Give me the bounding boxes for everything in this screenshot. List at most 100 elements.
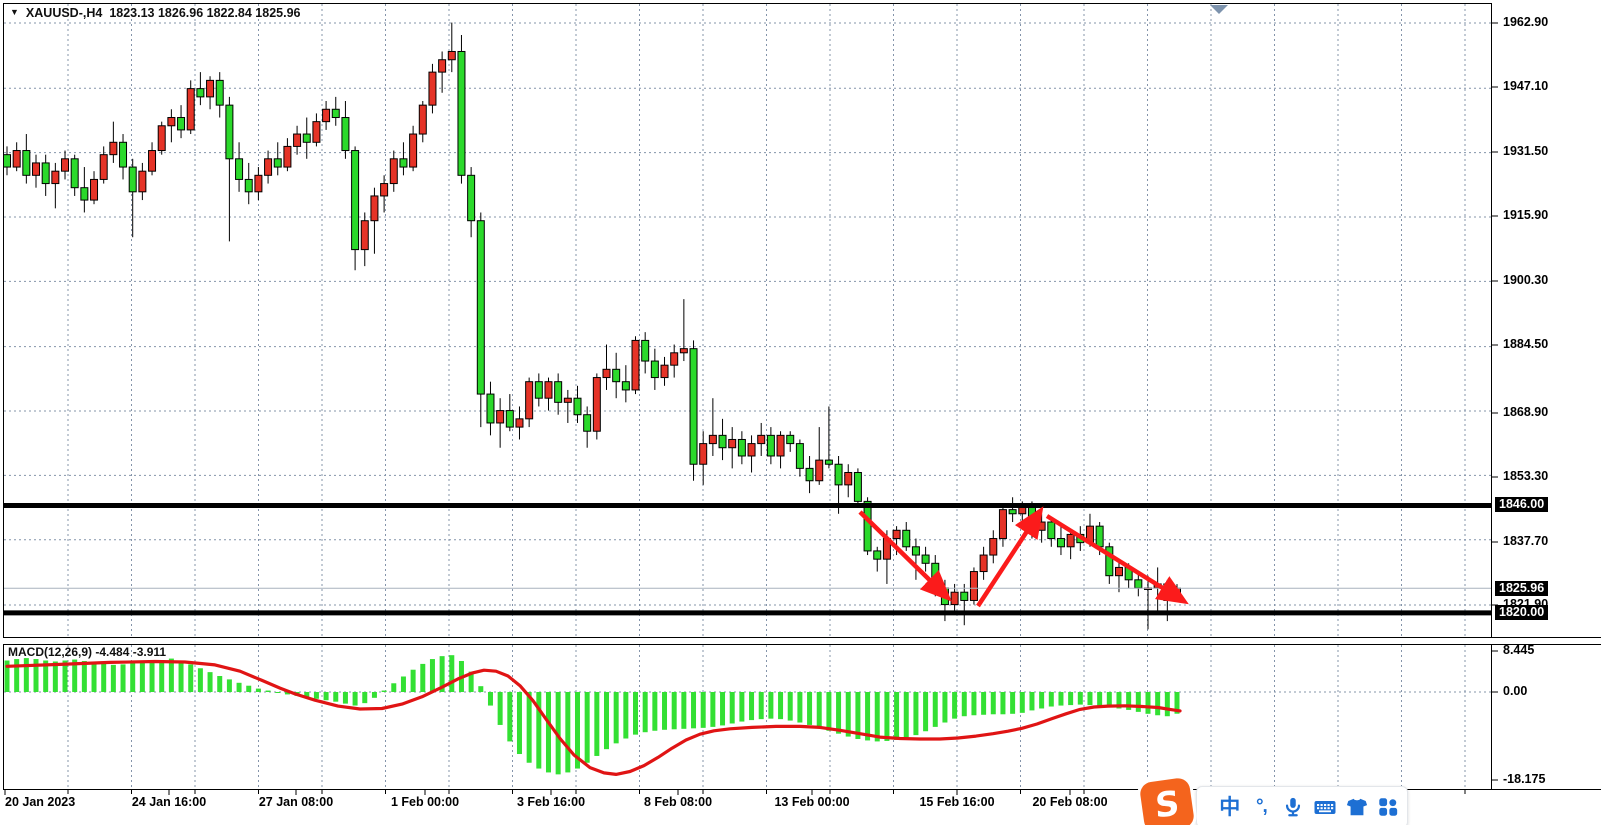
candle-down bbox=[824, 459, 833, 465]
candle-up bbox=[496, 410, 505, 424]
chart-shift-marker-icon[interactable] bbox=[1210, 5, 1228, 14]
candle-down bbox=[467, 174, 476, 222]
price-axis-label: 1868.90 bbox=[1503, 405, 1549, 419]
candle-down bbox=[3, 154, 11, 168]
macd-histogram-bar bbox=[604, 692, 610, 750]
candle-down bbox=[641, 339, 650, 362]
macd-histogram-bar bbox=[1145, 692, 1151, 714]
candle-down bbox=[128, 166, 137, 193]
macd-histogram-bar bbox=[313, 692, 319, 699]
sogou-logo-icon[interactable]: S bbox=[1138, 776, 1196, 825]
macd-histogram-bar bbox=[662, 692, 668, 730]
ohlc-values: 1823.13 1826.96 1822.84 1825.96 bbox=[109, 6, 301, 20]
macd-histogram-bar bbox=[574, 692, 580, 769]
price-axis-label: 1915.90 bbox=[1503, 208, 1549, 222]
time-axis-label: 13 Feb 00:00 bbox=[774, 795, 850, 809]
candle-up bbox=[979, 554, 988, 573]
macd-histogram-bar bbox=[246, 685, 252, 692]
candle-down bbox=[196, 88, 205, 98]
candle-down bbox=[177, 117, 186, 131]
macd-histogram-bar bbox=[304, 692, 310, 698]
time-axis-label: 24 Jan 16:00 bbox=[131, 795, 207, 809]
macd-histogram-bar bbox=[1019, 692, 1025, 713]
macd-histogram-bar bbox=[729, 692, 735, 724]
candle-up bbox=[254, 174, 263, 193]
candle-down bbox=[612, 368, 621, 383]
time-axis-label: 3 Feb 16:00 bbox=[516, 795, 586, 809]
macd-histogram-bar bbox=[149, 660, 155, 692]
macd-histogram-bar bbox=[72, 659, 78, 692]
candle-down bbox=[215, 79, 224, 106]
candle-up bbox=[322, 108, 331, 123]
time-axis-label: 15 Feb 16:00 bbox=[919, 795, 995, 809]
candle-down bbox=[650, 360, 659, 379]
symbol-dropdown-icon[interactable]: ▼ bbox=[10, 7, 19, 17]
candle-up bbox=[631, 339, 640, 391]
candle-up bbox=[670, 352, 679, 366]
punctuation-icon[interactable]: °, bbox=[1255, 796, 1268, 817]
macd-histogram-bar bbox=[981, 692, 987, 715]
candle-down bbox=[1095, 525, 1104, 548]
candle-up bbox=[293, 133, 302, 147]
chinese-mode-icon[interactable]: 中 bbox=[1219, 795, 1241, 819]
keyboard-icon[interactable] bbox=[1312, 794, 1338, 820]
candle-up bbox=[592, 377, 601, 432]
candle-up bbox=[380, 183, 389, 197]
candle-up bbox=[602, 368, 611, 379]
macd-histogram-bar bbox=[507, 692, 513, 742]
macd-histogram-bar bbox=[700, 692, 706, 728]
macd-histogram-bar bbox=[1000, 692, 1006, 715]
macd-histogram-bar bbox=[623, 692, 629, 739]
candle-up bbox=[409, 133, 418, 168]
candle-down bbox=[554, 381, 563, 403]
candle-up bbox=[757, 434, 766, 445]
candle-up bbox=[699, 443, 708, 465]
macd-histogram-bar bbox=[691, 692, 697, 729]
time-axis-label: 1 Feb 00:00 bbox=[390, 795, 460, 809]
candle-up bbox=[370, 195, 379, 222]
macd-histogram-bar bbox=[739, 692, 745, 722]
macd-histogram-bar bbox=[284, 692, 290, 695]
macd-histogram-bar bbox=[110, 664, 116, 692]
toolbox-grid-icon[interactable] bbox=[1375, 794, 1401, 820]
macd-histogram-bar bbox=[159, 660, 165, 692]
macd-histogram-bar bbox=[865, 692, 871, 741]
macd-histogram-bar bbox=[671, 692, 677, 730]
candle-down bbox=[534, 381, 543, 399]
candle-down bbox=[921, 554, 930, 564]
candle-down bbox=[795, 443, 804, 469]
candle-up bbox=[1114, 566, 1123, 577]
trend-arrow bbox=[858, 510, 952, 602]
macd-histogram-bar bbox=[633, 692, 639, 735]
candle-up bbox=[428, 71, 437, 106]
macd-histogram-bar bbox=[478, 686, 484, 692]
candle-down bbox=[457, 50, 466, 176]
candle-down bbox=[718, 434, 727, 449]
macd-histogram-bar bbox=[333, 692, 339, 702]
candle-up bbox=[99, 154, 108, 180]
macd-histogram-bar bbox=[555, 692, 561, 775]
candle-down bbox=[1047, 521, 1056, 540]
macd-histogram-bar bbox=[894, 692, 900, 740]
macd-histogram-bar bbox=[961, 692, 967, 717]
macd-histogram-bar bbox=[903, 692, 909, 739]
macd-histogram-bar bbox=[449, 655, 455, 692]
microphone-icon[interactable] bbox=[1280, 794, 1306, 820]
macd-histogram-bar bbox=[807, 692, 813, 725]
macd-histogram-bar bbox=[352, 692, 358, 706]
macd-histogram-bar bbox=[168, 658, 174, 692]
macd-histogram-bar bbox=[1077, 692, 1083, 705]
price-axis[interactable]: 1962.90 1947.10 1931.50 1915.90 1900.30 1884.… bbox=[1492, 0, 1601, 825]
candle-up bbox=[815, 459, 824, 482]
time-axis[interactable]: 20 Jan 2023 24 Jan 16:00 27 Jan 08:00 1 Feb… bbox=[0, 793, 1492, 819]
macd-histogram-bar bbox=[487, 692, 493, 706]
macd-histogram-bar bbox=[545, 692, 551, 773]
price-axis-label: 8.445 bbox=[1503, 643, 1535, 657]
candle-down bbox=[22, 150, 31, 176]
macd-histogram-bar bbox=[594, 692, 600, 756]
candle-down bbox=[621, 381, 630, 391]
macd-histogram-bar bbox=[23, 658, 29, 692]
skin-shirt-icon[interactable] bbox=[1344, 794, 1370, 820]
candle-up bbox=[312, 121, 321, 143]
